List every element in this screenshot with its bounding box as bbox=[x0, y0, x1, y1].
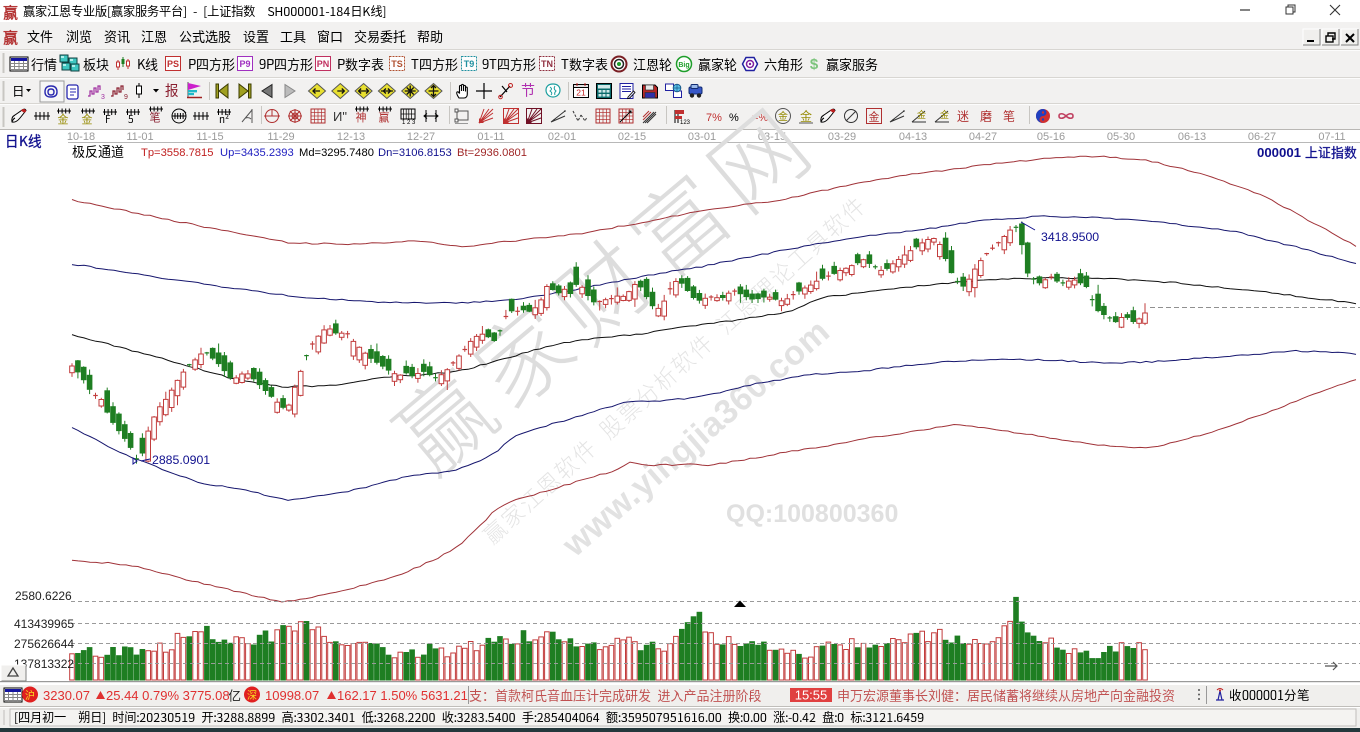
svg-text:Up=3435.2393: Up=3435.2393 bbox=[220, 147, 294, 159]
svg-text:03-29: 03-29 bbox=[828, 131, 856, 143]
svg-text:06-27: 06-27 bbox=[1248, 131, 1276, 143]
svg-text:Big: Big bbox=[678, 62, 689, 69]
svg-text:03-01: 03-01 bbox=[688, 131, 716, 143]
svg-text:15:55: 15:55 bbox=[795, 688, 828, 703]
svg-text:06-13: 06-13 bbox=[1178, 131, 1206, 143]
svg-text:137813322: 137813322 bbox=[14, 657, 74, 671]
svg-text:11-15: 11-15 bbox=[196, 131, 223, 143]
svg-text:2580.6226: 2580.6226 bbox=[15, 589, 72, 603]
svg-text:7%: 7% bbox=[706, 112, 722, 124]
svg-text:05-30: 05-30 bbox=[1107, 131, 1135, 143]
svg-text:$: $ bbox=[810, 56, 819, 73]
svg-text:07-11: 07-11 bbox=[1318, 131, 1345, 143]
svg-text:04-13: 04-13 bbox=[899, 131, 927, 143]
svg-text:11-01: 11-01 bbox=[126, 131, 153, 143]
svg-text:9: 9 bbox=[124, 94, 128, 101]
svg-text:25.44 0.79% 3775.08: 25.44 0.79% 3775.08 bbox=[106, 688, 230, 703]
svg-text:3: 3 bbox=[101, 94, 105, 101]
svg-text:01-11: 01-11 bbox=[477, 131, 504, 143]
svg-text:Md=3295.7480: Md=3295.7480 bbox=[299, 147, 374, 159]
svg-text:10-18: 10-18 bbox=[67, 131, 95, 143]
svg-text:02-15: 02-15 bbox=[618, 131, 646, 143]
svg-text:275626644: 275626644 bbox=[14, 637, 74, 651]
svg-text:PS: PS bbox=[167, 59, 179, 69]
svg-text:QQ:100800360: QQ:100800360 bbox=[726, 500, 898, 528]
svg-text:TS: TS bbox=[391, 59, 403, 69]
svg-text:2885.0901: 2885.0901 bbox=[152, 453, 210, 467]
svg-text:12-27: 12-27 bbox=[407, 131, 435, 143]
svg-text:413439965: 413439965 bbox=[14, 617, 74, 631]
svg-text:TN: TN bbox=[541, 59, 553, 69]
svg-text:10998.07: 10998.07 bbox=[265, 688, 319, 703]
svg-text:02-01: 02-01 bbox=[548, 131, 576, 143]
svg-text:Bt=2936.0801: Bt=2936.0801 bbox=[457, 147, 527, 159]
svg-text:И": И" bbox=[333, 109, 347, 124]
svg-text:000001: 000001 bbox=[1257, 145, 1301, 160]
svg-text:T9: T9 bbox=[464, 59, 475, 69]
svg-text:3230.07: 3230.07 bbox=[43, 688, 90, 703]
svg-text:21: 21 bbox=[576, 88, 586, 98]
svg-text:162.17 1.50% 5631.21: 162.17 1.50% 5631.21 bbox=[337, 688, 468, 703]
svg-text:Dn=3106.8153: Dn=3106.8153 bbox=[378, 147, 452, 159]
svg-text:PN: PN bbox=[317, 59, 330, 69]
svg-text:1 2 3: 1 2 3 bbox=[402, 120, 416, 126]
svg-text:Tp=3558.7815: Tp=3558.7815 bbox=[141, 147, 213, 159]
svg-text:123: 123 bbox=[680, 120, 691, 126]
svg-text:%: % bbox=[729, 112, 739, 124]
svg-text:04-27: 04-27 bbox=[969, 131, 997, 143]
svg-text:05-16: 05-16 bbox=[1037, 131, 1065, 143]
svg-text:3418.9500: 3418.9500 bbox=[1041, 230, 1099, 244]
svg-text:11-29: 11-29 bbox=[267, 131, 294, 143]
svg-text:12-13: 12-13 bbox=[337, 131, 365, 143]
svg-text:P9: P9 bbox=[239, 59, 250, 69]
